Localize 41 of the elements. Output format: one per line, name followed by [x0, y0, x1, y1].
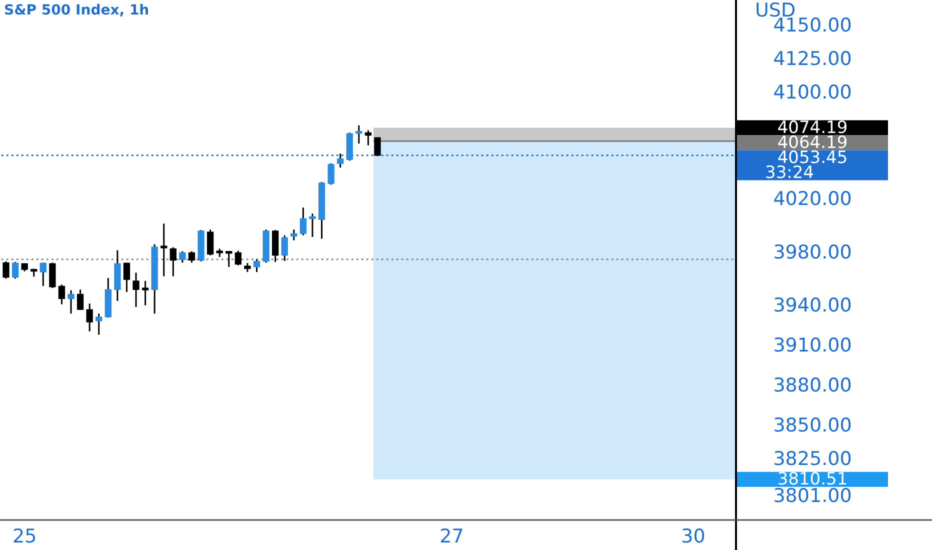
candlestick	[68, 290, 74, 314]
candlestick	[58, 284, 66, 306]
x-tick-label: 30	[681, 525, 706, 548]
y-tick-label: 3880.00	[773, 374, 852, 397]
candlestick	[96, 312, 102, 336]
candlestick	[309, 212, 316, 238]
y-tick-label: 4125.00	[773, 48, 852, 70]
candlestick	[49, 262, 56, 289]
x-tick-label: 25	[12, 525, 37, 548]
candlestick	[40, 262, 46, 287]
candlestick	[179, 250, 186, 264]
candlestick	[123, 262, 130, 293]
y-tick-label: 3850.00	[773, 414, 852, 437]
candlestick	[142, 280, 149, 306]
candlestick	[226, 251, 232, 268]
y-tick-label: 3940.00	[773, 294, 852, 317]
candlestick	[188, 250, 196, 264]
y-tick-label: 4020.00	[773, 188, 852, 210]
y-tick-label: 3910.00	[773, 334, 852, 357]
candlestick	[12, 261, 19, 280]
candlestick	[170, 246, 176, 278]
y-tick-label: 4100.00	[773, 81, 852, 104]
candlestick	[86, 302, 93, 332]
candlestick	[234, 250, 242, 266]
y-tick-label: 3825.00	[773, 448, 852, 470]
x-tick-label: 27	[440, 525, 464, 548]
y-tick-label: 3980.00	[773, 241, 852, 264]
candlestick	[356, 124, 362, 144]
y-tick-label: 3801.00	[773, 484, 852, 507]
candlestick	[76, 288, 84, 311]
candlestick	[253, 258, 260, 273]
candlestick	[160, 222, 168, 278]
candlestick	[328, 162, 334, 186]
chart-title: S&P 500 Index, 1h	[4, 2, 150, 19]
candlestick	[2, 260, 10, 280]
candlestick	[281, 234, 288, 262]
candlestick	[336, 152, 344, 168]
candlestick	[300, 206, 306, 236]
candlestick	[132, 272, 140, 308]
candlestick	[206, 228, 214, 256]
candlestick	[374, 136, 381, 157]
